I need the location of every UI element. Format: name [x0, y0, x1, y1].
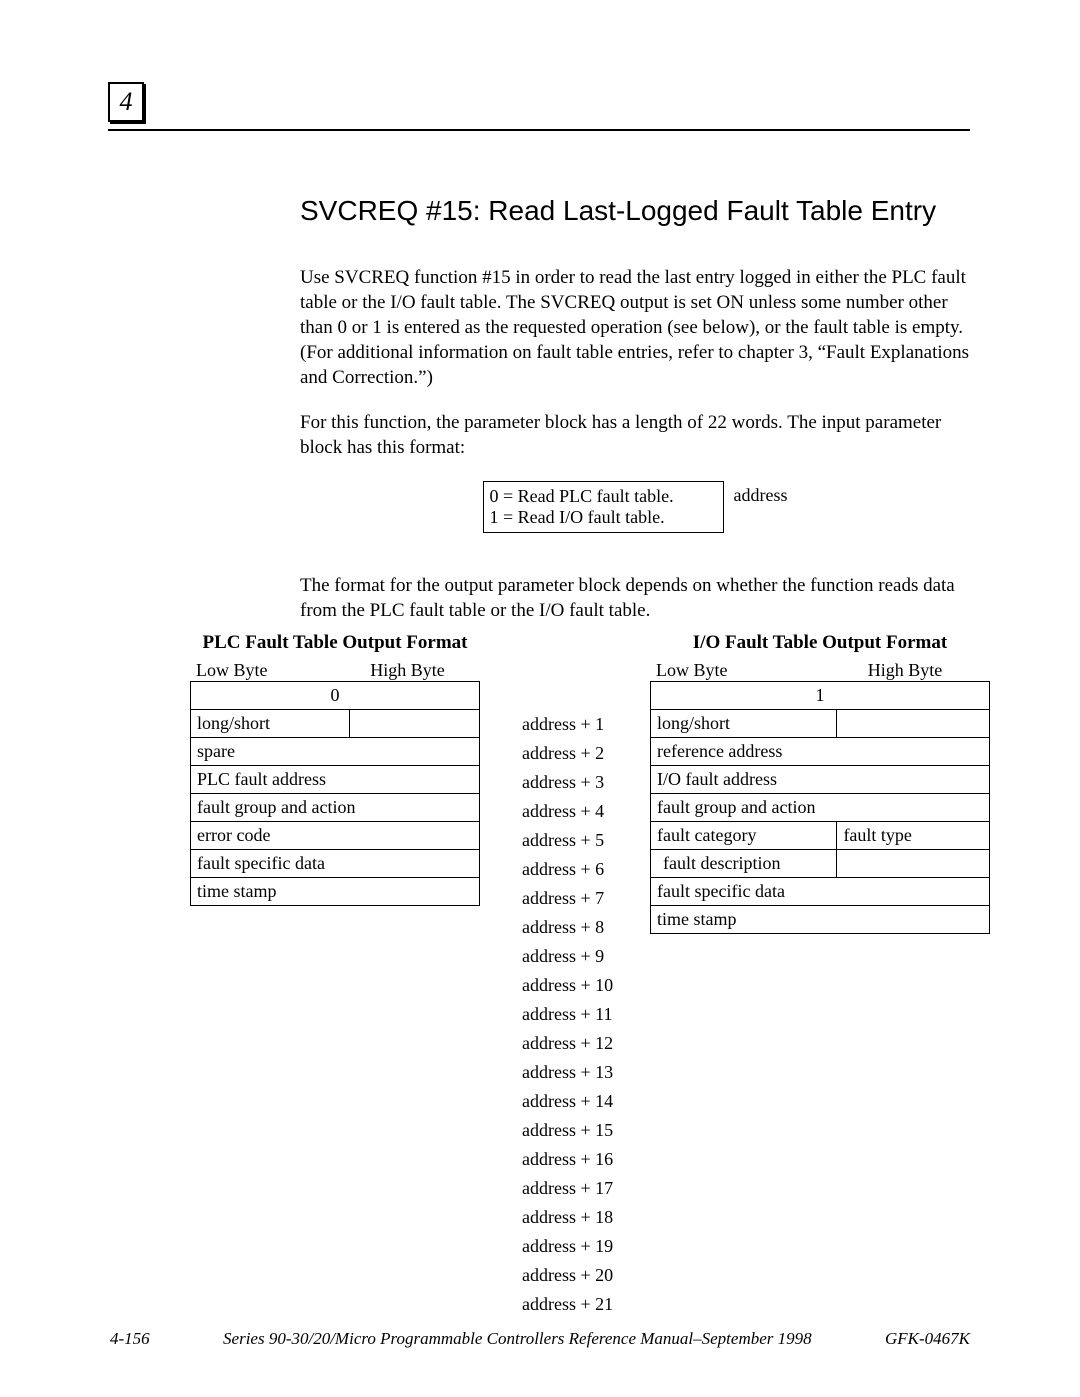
addr-12: address + 12 — [512, 1030, 617, 1057]
addr-7: address + 7 — [512, 885, 617, 912]
addr-1: address + 1 — [512, 711, 617, 738]
plc-fault-address: PLC fault address — [191, 766, 480, 794]
plc-spare: spare — [191, 738, 480, 766]
page-title: SVCREQ #15: Read Last-Logged Fault Table… — [300, 195, 970, 227]
addr-20: address + 20 — [512, 1262, 617, 1289]
input-line-2: 1 = Read I/O fault table. — [490, 507, 713, 528]
io-fault-category: fault category — [651, 822, 837, 850]
plc-high-byte-label: High Byte — [335, 660, 480, 681]
addr-14: address + 14 — [512, 1088, 617, 1115]
input-line-1: 0 = Read PLC fault table. — [490, 486, 713, 507]
io-fault-address: I/O fault address — [651, 766, 990, 794]
header-rule — [108, 129, 970, 131]
plc-byte-header: Low Byte High Byte — [190, 660, 480, 681]
io-reference-address: reference address — [651, 738, 990, 766]
plc-fault-group-action: fault group and action — [191, 794, 480, 822]
addr-19: address + 19 — [512, 1233, 617, 1260]
io-high-byte-label: High Byte — [820, 660, 990, 681]
plc-time-stamp: time stamp — [191, 878, 480, 906]
addr-8: address + 8 — [512, 914, 617, 941]
io-format-column: I/O Fault Table Output Format Low Byte H… — [650, 632, 990, 1320]
plc-row-0: 0 — [191, 682, 480, 710]
io-fault-description: fault description — [651, 850, 837, 878]
plc-format-table: 0 long/short spare PLC fault address fau… — [190, 681, 480, 906]
page: 4 SVCREQ #15: Read Last-Logged Fault Tab… — [0, 0, 1080, 1397]
plc-error-code: error code — [191, 822, 480, 850]
plc-long-short: long/short — [191, 710, 350, 738]
addr-13: address + 13 — [512, 1059, 617, 1086]
addr-2: address + 2 — [512, 740, 617, 767]
addr-10: address + 10 — [512, 972, 617, 999]
paragraph-2: For this function, the parameter block h… — [300, 410, 970, 460]
chapter-number-box: 4 — [108, 82, 144, 122]
plc-long-short-high — [349, 710, 479, 738]
io-time-stamp: time stamp — [651, 906, 990, 934]
footer-doc-number: GFK-0467K — [885, 1329, 970, 1349]
input-address-label: address — [723, 481, 787, 532]
io-byte-header: Low Byte High Byte — [650, 660, 990, 681]
input-parameter-table: 0 = Read PLC fault table. 1 = Read I/O f… — [483, 481, 788, 533]
output-formats: PLC Fault Table Output Format Low Byte H… — [190, 632, 970, 1320]
footer-manual-title: Series 90-30/20/Micro Programmable Contr… — [223, 1329, 812, 1349]
addr-21: address + 21 — [512, 1291, 617, 1318]
addr-15: address + 15 — [512, 1117, 617, 1144]
addr-11: address + 11 — [512, 1001, 617, 1028]
addr-18: address + 18 — [512, 1204, 617, 1231]
plc-low-byte-label: Low Byte — [190, 660, 335, 681]
io-format-table: 1 long/short reference address I/O fault… — [650, 681, 990, 934]
address-offset-column: address + 1 address + 2 address + 3 addr… — [510, 632, 620, 1320]
plc-format-title: PLC Fault Table Output Format — [190, 632, 480, 654]
content-area: SVCREQ #15: Read Last-Logged Fault Table… — [300, 195, 970, 643]
io-long-short-high — [837, 710, 990, 738]
addr-blank — [512, 682, 617, 709]
io-low-byte-label: Low Byte — [650, 660, 820, 681]
io-fault-specific-data: fault specific data — [651, 878, 990, 906]
addr-17: address + 17 — [512, 1175, 617, 1202]
address-offset-table: address + 1 address + 2 address + 3 addr… — [510, 680, 619, 1320]
io-fault-type: fault type — [837, 822, 990, 850]
footer-page-number: 4-156 — [110, 1329, 150, 1349]
io-long-short: long/short — [651, 710, 837, 738]
io-row-0: 1 — [651, 682, 990, 710]
addr-9: address + 9 — [512, 943, 617, 970]
addr-3: address + 3 — [512, 769, 617, 796]
input-cell: 0 = Read PLC fault table. 1 = Read I/O f… — [483, 481, 723, 532]
plc-format-column: PLC Fault Table Output Format Low Byte H… — [190, 632, 480, 1320]
page-footer: 4-156 Series 90-30/20/Micro Programmable… — [110, 1329, 970, 1349]
plc-fault-specific-data: fault specific data — [191, 850, 480, 878]
io-format-title: I/O Fault Table Output Format — [650, 632, 990, 654]
paragraph-1: Use SVCREQ function #15 in order to read… — [300, 265, 970, 390]
io-fault-description-high — [837, 850, 990, 878]
addr-16: address + 16 — [512, 1146, 617, 1173]
addr-4: address + 4 — [512, 798, 617, 825]
paragraph-3: The format for the output parameter bloc… — [300, 573, 970, 623]
addr-6: address + 6 — [512, 856, 617, 883]
addr-5: address + 5 — [512, 827, 617, 854]
io-fault-group-action: fault group and action — [651, 794, 990, 822]
